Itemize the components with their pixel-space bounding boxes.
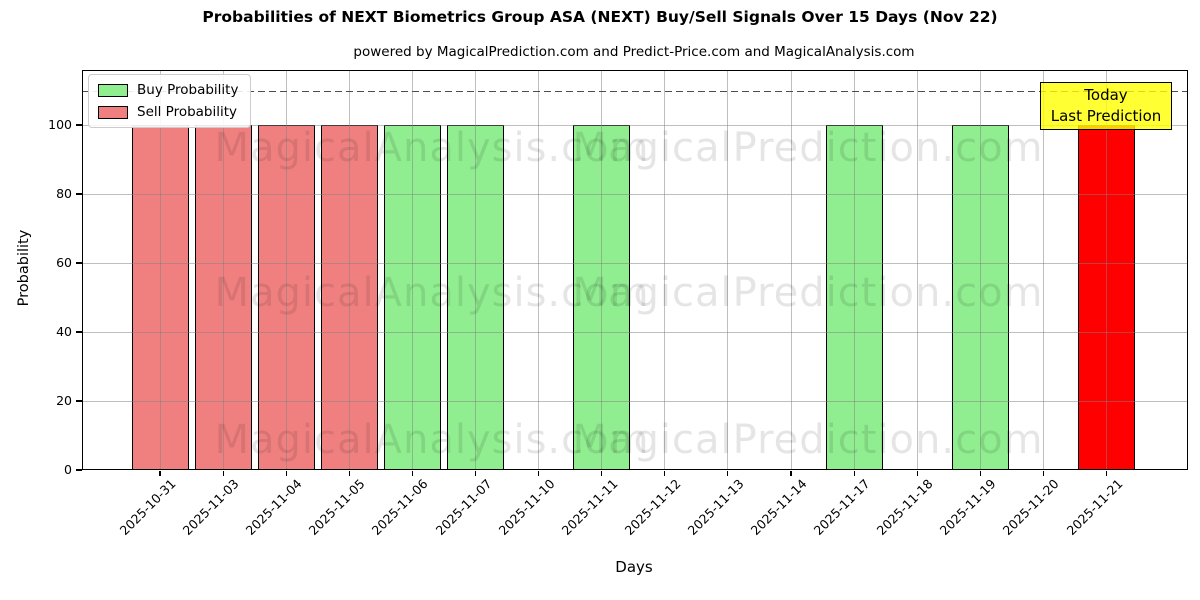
x-tick-mark — [916, 471, 918, 476]
x-gridline — [601, 70, 603, 470]
legend: Buy Probability Sell Probability — [88, 74, 252, 128]
x-gridline — [475, 70, 476, 470]
x-tick-mark — [285, 471, 287, 476]
x-tick-mark — [348, 471, 350, 476]
x-tick-mark — [474, 471, 477, 476]
y-gridline — [82, 193, 1188, 195]
x-tick-mark — [538, 471, 540, 476]
threshold-line — [82, 90, 1188, 93]
x-gridline — [285, 70, 287, 470]
x-gridline — [664, 70, 666, 470]
x-tick-mark — [1042, 471, 1044, 476]
legend-entry-buy: Buy Probability — [98, 82, 238, 98]
y-tick-label: 100 — [48, 117, 72, 132]
x-tick-mark — [159, 471, 161, 476]
y-tick-label: 60 — [56, 255, 72, 270]
legend-entry-sell: Sell Probability — [98, 104, 238, 120]
x-gridline — [538, 70, 540, 470]
x-gridline — [411, 70, 413, 470]
chart-subtitle: powered by MagicalPrediction.com and Pre… — [353, 44, 915, 60]
sell-swatch-icon — [98, 105, 128, 119]
y-gridline — [82, 400, 1188, 402]
x-gridline — [159, 70, 161, 470]
x-gridline — [348, 70, 350, 470]
chart-title: Probabilities of NEXT Biometrics Group A… — [202, 8, 998, 26]
legend-label-buy: Buy Probability — [137, 82, 239, 98]
today-annotation: Today Last Prediction — [1040, 82, 1172, 130]
y-tick-label: 20 — [56, 393, 72, 408]
y-tick-mark — [76, 262, 82, 264]
legend-label-sell: Sell Probability — [137, 104, 238, 120]
today-annotation-line1: Today — [1084, 86, 1128, 104]
plot-area: MagicalAnalysis.com MagicalPrediction.co… — [82, 70, 1188, 470]
x-gridline — [222, 70, 224, 470]
y-tick-mark — [76, 469, 82, 471]
x-tick-mark — [853, 471, 855, 476]
y-tick-label: 0 — [64, 462, 72, 477]
y-tick-label: 80 — [56, 186, 72, 201]
x-tick-mark — [411, 471, 413, 476]
x-axis-label: Days — [615, 558, 653, 576]
x-gridline — [1106, 70, 1107, 470]
x-gridline — [1042, 70, 1044, 470]
y-tick-mark — [76, 400, 82, 402]
x-tick-mark — [222, 471, 224, 476]
x-gridline — [916, 70, 918, 470]
x-tick-mark — [790, 471, 792, 476]
x-tick-mark — [601, 471, 603, 476]
x-gridline — [790, 70, 792, 470]
y-tick-mark — [76, 331, 82, 333]
y-gridline — [82, 331, 1188, 333]
y-gridline — [82, 262, 1188, 264]
y-gridline — [82, 124, 1188, 126]
y-tick-label: 40 — [56, 324, 72, 339]
x-gridline — [853, 70, 855, 470]
x-gridline — [727, 70, 729, 470]
x-tick-mark — [979, 471, 981, 476]
y-tick-mark — [76, 124, 82, 126]
x-tick-mark — [1105, 471, 1108, 476]
buy-swatch-icon — [98, 83, 128, 97]
y-tick-mark — [76, 193, 82, 195]
today-annotation-line2: Last Prediction — [1050, 107, 1162, 125]
x-tick-mark — [727, 471, 729, 476]
x-tick-mark — [664, 471, 666, 476]
x-gridline — [979, 70, 981, 470]
